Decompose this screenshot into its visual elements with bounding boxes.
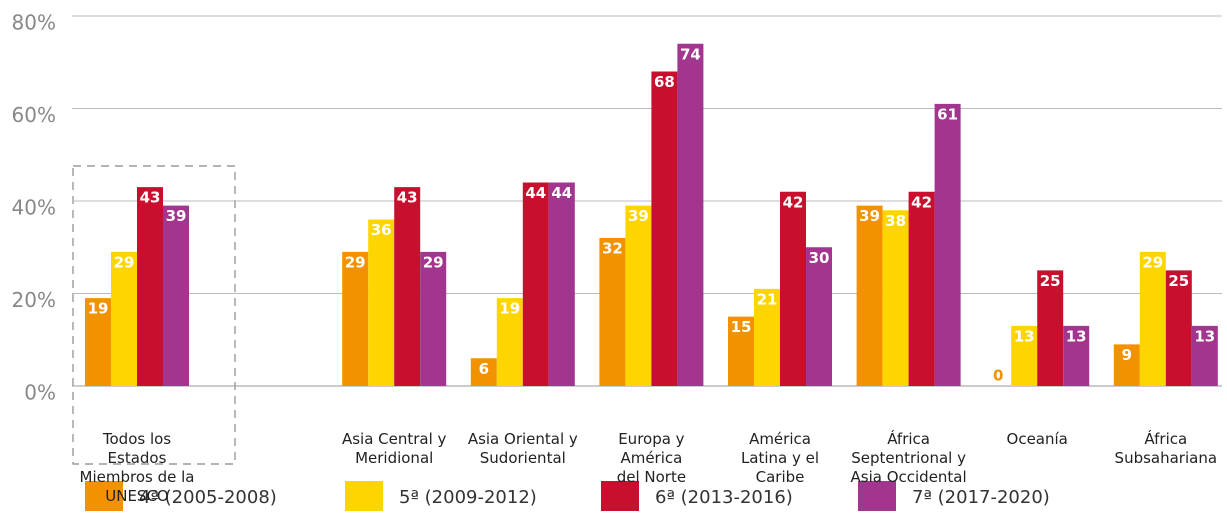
y-tick-label: 80% — [12, 11, 56, 35]
legend-swatch — [601, 481, 639, 511]
value-label: 13 — [1014, 327, 1035, 345]
value-label: 39 — [628, 207, 649, 225]
value-label: 13 — [1194, 327, 1215, 345]
value-label: 15 — [731, 318, 752, 336]
legend-item: 4ª (2005-2008) — [85, 481, 277, 511]
value-label: 25 — [1168, 272, 1189, 290]
bar — [728, 316, 754, 386]
bar — [754, 288, 780, 386]
x-tick-label: Asia Central y Meridional — [341, 430, 447, 467]
bar — [1191, 325, 1218, 386]
value-label: 36 — [371, 221, 392, 239]
bar — [548, 182, 575, 386]
legend-swatch — [858, 481, 896, 511]
x-tick-label: África Subsahariana — [1114, 430, 1218, 467]
bar — [625, 205, 652, 386]
value-label: 29 — [1142, 253, 1163, 271]
y-tick-label: 60% — [12, 103, 56, 127]
legend-label: 5ª (2009-2012) — [399, 487, 537, 508]
legend-item: 6ª (2013-2016) — [601, 481, 793, 511]
value-label: 13 — [1066, 327, 1087, 345]
value-label: 29 — [114, 253, 135, 271]
legend-swatch — [345, 481, 383, 511]
legend-label: 6ª (2013-2016) — [655, 487, 793, 508]
value-label: 39 — [859, 207, 880, 225]
bar — [599, 238, 626, 386]
bar — [163, 205, 189, 386]
legend-label: 7ª (2017-2020) — [912, 487, 1050, 508]
bar — [522, 182, 549, 386]
bar — [806, 247, 832, 386]
bar — [368, 219, 395, 386]
legend-swatch — [85, 481, 123, 511]
x-tick-label: Todos los Estados Miembros de la UNESCO — [79, 430, 195, 505]
value-label: 32 — [602, 240, 623, 258]
bar — [111, 251, 137, 386]
value-label: 74 — [680, 45, 701, 63]
bar — [1063, 325, 1090, 386]
highlight-box — [72, 165, 236, 465]
value-label: 44 — [551, 184, 572, 202]
bar — [1139, 251, 1166, 386]
value-label: 43 — [140, 189, 161, 207]
bar — [856, 205, 883, 386]
legend-item: 7ª (2017-2020) — [858, 481, 1050, 511]
value-label: 0 — [993, 367, 1003, 385]
bar — [85, 298, 111, 386]
value-label: 9 — [1122, 346, 1132, 364]
bar — [780, 191, 806, 386]
y-tick-label: 0% — [24, 381, 56, 405]
x-tick-label: África Septentrional y Asia Occidental — [850, 430, 967, 486]
bar — [882, 210, 909, 386]
value-label: 19 — [88, 300, 109, 318]
y-tick-label: 40% — [12, 196, 56, 220]
x-tick-label: Oceanía — [1006, 430, 1068, 448]
bar — [342, 251, 369, 386]
value-label: 6 — [479, 360, 489, 378]
bar — [420, 251, 447, 386]
value-label: 68 — [654, 73, 675, 91]
x-tick-label: Asia Oriental y Sudoriental — [467, 430, 578, 467]
legend-label: 4ª (2005-2008) — [139, 487, 277, 508]
value-label: 39 — [166, 207, 187, 225]
value-label: 30 — [809, 249, 830, 267]
bar — [137, 187, 163, 386]
value-label: 19 — [499, 300, 520, 318]
legend-item: 5ª (2009-2012) — [345, 481, 537, 511]
bar — [470, 358, 497, 386]
x-tick-label: Europa y América del Norte — [616, 430, 687, 486]
bar — [1113, 344, 1140, 386]
x-tick-label: América Latina y el Caribe — [740, 430, 820, 486]
value-label: 61 — [937, 105, 958, 123]
value-label: 42 — [911, 193, 932, 211]
bar — [394, 187, 421, 386]
value-label: 38 — [885, 212, 906, 230]
bar — [677, 43, 704, 386]
bar — [651, 71, 678, 386]
bar — [908, 191, 935, 386]
bar — [1165, 270, 1192, 386]
bar — [934, 103, 961, 386]
bar — [496, 298, 523, 386]
bar — [1037, 270, 1064, 386]
value-label: 44 — [525, 184, 546, 202]
value-label: 25 — [1040, 272, 1061, 290]
value-label: 43 — [397, 189, 418, 207]
value-label: 29 — [345, 253, 366, 271]
bar — [1011, 325, 1038, 386]
value-label: 29 — [423, 253, 444, 271]
value-label: 42 — [783, 193, 804, 211]
y-tick-label: 20% — [12, 288, 56, 312]
value-label: 21 — [757, 290, 778, 308]
